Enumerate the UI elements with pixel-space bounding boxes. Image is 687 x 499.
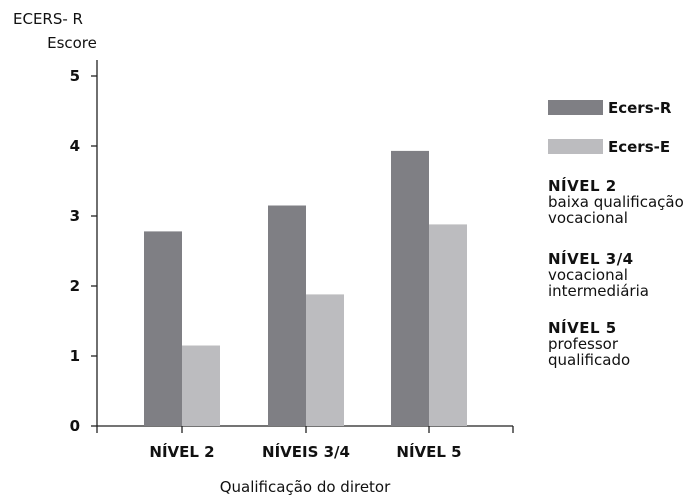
x-axis-title: Qualificação do diretor <box>220 478 391 496</box>
x-category-label: NÍVEL 5 <box>396 442 461 461</box>
level-note-line: baixa qualificação <box>548 193 684 211</box>
y-tick-label: 2 <box>70 277 80 295</box>
bar-ecers-r-1 <box>144 231 182 426</box>
bars <box>144 150 467 426</box>
x-category-label: NÍVEL 2 <box>149 442 214 461</box>
level-note-title: NÍVEL 2 <box>548 176 617 195</box>
legend: Ecers-R Ecers-E <box>548 99 672 156</box>
y-tick-label: 3 <box>70 207 80 225</box>
bar-ecers-e-1 <box>182 345 220 426</box>
legend-label: Ecers-R <box>608 99 672 117</box>
y-tick-label: 4 <box>70 137 80 155</box>
level-note-title: NÍVEL 5 <box>548 318 617 337</box>
level-note-line: qualificado <box>548 351 630 369</box>
level-note-line: vocacional <box>548 209 628 227</box>
legend-swatch-ecers-r <box>548 100 603 115</box>
x-axis-categories: NÍVEL 2 NÍVEIS 3/4 NÍVEL 5 <box>96 426 514 461</box>
y-axis-ticks: 0 1 2 3 4 5 <box>70 67 97 435</box>
level-note-line: professor <box>548 335 619 353</box>
bar-ecers-e-2 <box>306 294 344 426</box>
bar-ecers-r-3 <box>391 150 429 426</box>
y-tick-label: 1 <box>70 347 80 365</box>
bar-ecers-e-3 <box>429 224 467 426</box>
legend-label: Ecers-E <box>608 138 670 156</box>
legend-swatch-ecers-e <box>548 139 603 154</box>
y-axis-title: ECERS- R Escore <box>13 10 97 52</box>
y-axis-title-line-2: Escore <box>47 34 97 52</box>
x-category-label: NÍVEIS 3/4 <box>262 442 350 461</box>
level-note-line: vocacional <box>548 266 628 284</box>
level-note-title: NÍVEL 3/4 <box>548 249 634 268</box>
y-axis-title-line-1: ECERS- R <box>13 10 83 28</box>
bar-ecers-r-2 <box>268 205 306 426</box>
y-tick-label: 5 <box>70 67 80 85</box>
y-tick-label: 0 <box>70 417 80 435</box>
level-note-line: intermediária <box>548 282 649 300</box>
